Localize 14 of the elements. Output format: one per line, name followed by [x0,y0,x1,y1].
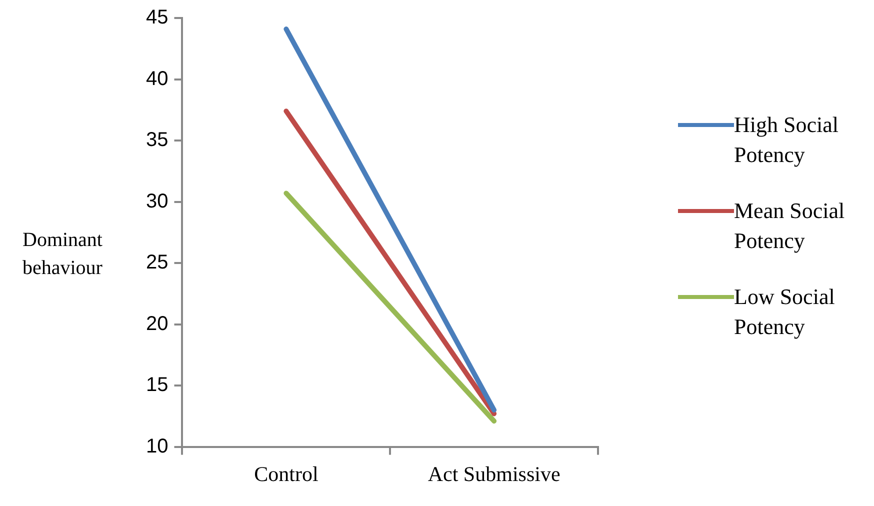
y-tick-label: 25 [146,252,168,274]
y-tick-label: 10 [146,435,168,458]
y-tick-label: 30 [146,190,168,212]
legend-label: High Social Potency [734,111,840,169]
legend-label: Low Social Potency [734,283,836,341]
y-axis-title: Dominant behaviour [22,228,104,281]
y-tick-label: 40 [146,68,168,90]
x-tick-label: Act Submissive [428,462,560,486]
y-tick-label: 35 [146,129,168,152]
y-tick-label: 45 [146,6,168,29]
y-tick-label: 15 [146,374,168,396]
x-tick-label: Control [254,462,318,486]
y-tick-label: 20 [146,312,168,335]
legend-label: Mean Social Potency [734,197,846,255]
